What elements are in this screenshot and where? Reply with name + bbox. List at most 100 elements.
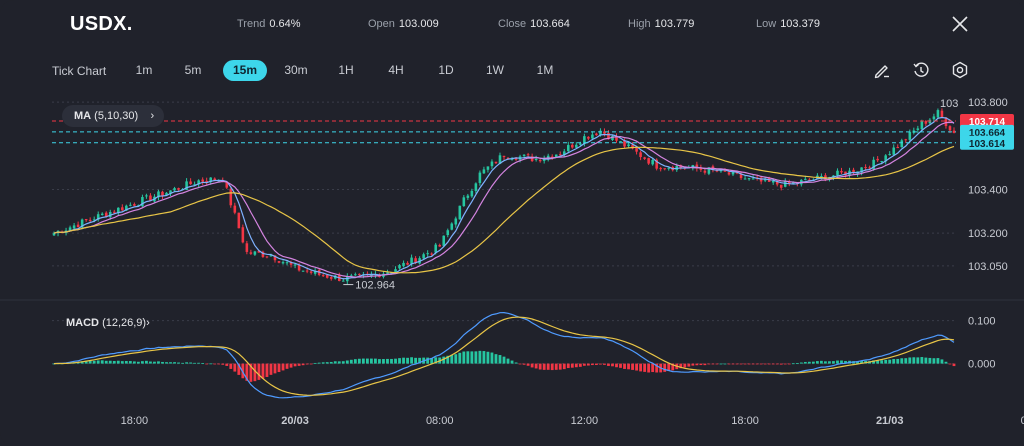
candle-body — [438, 244, 442, 247]
candle-body — [482, 169, 486, 174]
macd-bar — [643, 363, 647, 372]
macd-bar — [522, 363, 526, 365]
timeframe-1d[interactable]: 1D — [438, 63, 454, 77]
macd-bar — [406, 357, 409, 364]
candle-body — [591, 134, 594, 139]
candle-body — [908, 131, 912, 140]
macd-bar — [120, 361, 124, 364]
candle-body — [892, 147, 896, 155]
macd-bar — [201, 363, 205, 364]
macd-bar — [896, 358, 900, 364]
macd-bar — [249, 363, 253, 382]
candle-body — [896, 147, 900, 149]
replay-icon[interactable] — [911, 60, 931, 80]
macd-bar — [747, 363, 751, 365]
close-label: Close — [498, 18, 527, 30]
candle-body — [558, 154, 562, 156]
macd-bar — [936, 358, 940, 364]
macd-bar — [357, 358, 361, 364]
macd-bar — [269, 363, 273, 375]
candle-body — [904, 139, 908, 141]
timeframe-1w[interactable]: 1W — [486, 63, 504, 77]
candle-body — [237, 212, 241, 229]
timeframe-1h[interactable]: 1H — [338, 63, 354, 77]
candle-body — [241, 227, 245, 243]
candle-body — [462, 197, 466, 207]
macd-bar — [880, 360, 884, 364]
macd-bar — [623, 363, 626, 369]
candle-body — [667, 167, 671, 169]
timeframe-4h[interactable]: 4H — [388, 63, 404, 77]
macd-bar — [418, 357, 422, 364]
ma-indicator-pill[interactable]: MA (5,10,30) › — [62, 105, 165, 127]
macd-indicator-pill[interactable]: MACD (12,26,9)› — [66, 313, 150, 333]
candle-body — [928, 119, 932, 124]
ma-params: (5,10,30) — [94, 110, 139, 122]
macd-bar — [723, 363, 727, 365]
trend-label: Trend — [237, 18, 266, 30]
macd-bar — [233, 363, 237, 372]
candle-body — [631, 144, 634, 149]
price-tag-label: 103.664 — [969, 128, 1006, 139]
trend-stat: Trend 0.64% — [237, 18, 301, 30]
chart-grid — [0, 101, 1024, 365]
macd-bar — [173, 362, 176, 364]
candle-body — [643, 157, 646, 159]
close-stat: Close 103.664 — [498, 18, 570, 30]
low-stat: Low 103.379 — [756, 18, 820, 30]
candle-body — [285, 262, 289, 264]
macd-bar — [715, 363, 719, 365]
candle-body — [161, 191, 164, 196]
candle-body — [88, 219, 92, 221]
macd-bar — [277, 363, 281, 373]
macd-bar — [313, 362, 317, 364]
timeframe-5m[interactable]: 5m — [184, 63, 202, 77]
settings-icon[interactable] — [950, 60, 970, 80]
macd-bar — [104, 360, 108, 364]
candle-body — [647, 158, 650, 164]
open-value: 103.009 — [398, 18, 439, 30]
candle-body — [350, 275, 353, 277]
macd-bar — [691, 363, 695, 366]
timeframe-1m[interactable]: 1m — [135, 63, 153, 77]
price-tag-label: 103.614 — [969, 139, 1006, 150]
candle-body — [623, 140, 626, 147]
macd-bar — [205, 363, 209, 365]
candle-body — [165, 192, 168, 196]
candle-body — [566, 145, 570, 152]
candle-body — [394, 269, 397, 272]
macd-bar — [550, 363, 554, 371]
y-tick-label: 103.050 — [968, 261, 1008, 273]
macd-bar — [739, 363, 743, 365]
timeframe-1mo[interactable]: 1M — [536, 63, 554, 77]
macd-bar — [305, 363, 309, 365]
candle-body — [940, 110, 944, 118]
macd-bar — [450, 354, 454, 364]
tick-chart-button[interactable]: Tick Chart — [52, 64, 107, 78]
candle-body — [229, 188, 233, 206]
candle-body — [659, 168, 662, 170]
macd-bar — [546, 363, 550, 370]
close-icon[interactable] — [950, 14, 970, 34]
macd-bar — [590, 363, 594, 366]
candle-body — [804, 178, 807, 180]
timeframe-30m[interactable]: 30m — [284, 63, 308, 77]
candle-body — [763, 178, 767, 181]
draw-icon[interactable] — [872, 60, 892, 80]
macd-bar — [353, 359, 357, 364]
macd-bar — [811, 361, 815, 364]
candle-body — [542, 158, 546, 161]
candle-body — [490, 161, 494, 167]
candle-body — [619, 140, 622, 142]
timeframe-15m[interactable]: 15m — [223, 60, 267, 81]
macd-bar — [281, 363, 285, 371]
trend-value: 0.64% — [269, 18, 301, 30]
macd-bar — [586, 363, 590, 366]
macd-bar — [414, 357, 418, 364]
macd-bar — [374, 358, 377, 364]
macd-bar — [378, 359, 381, 364]
macd-bar — [731, 363, 735, 365]
